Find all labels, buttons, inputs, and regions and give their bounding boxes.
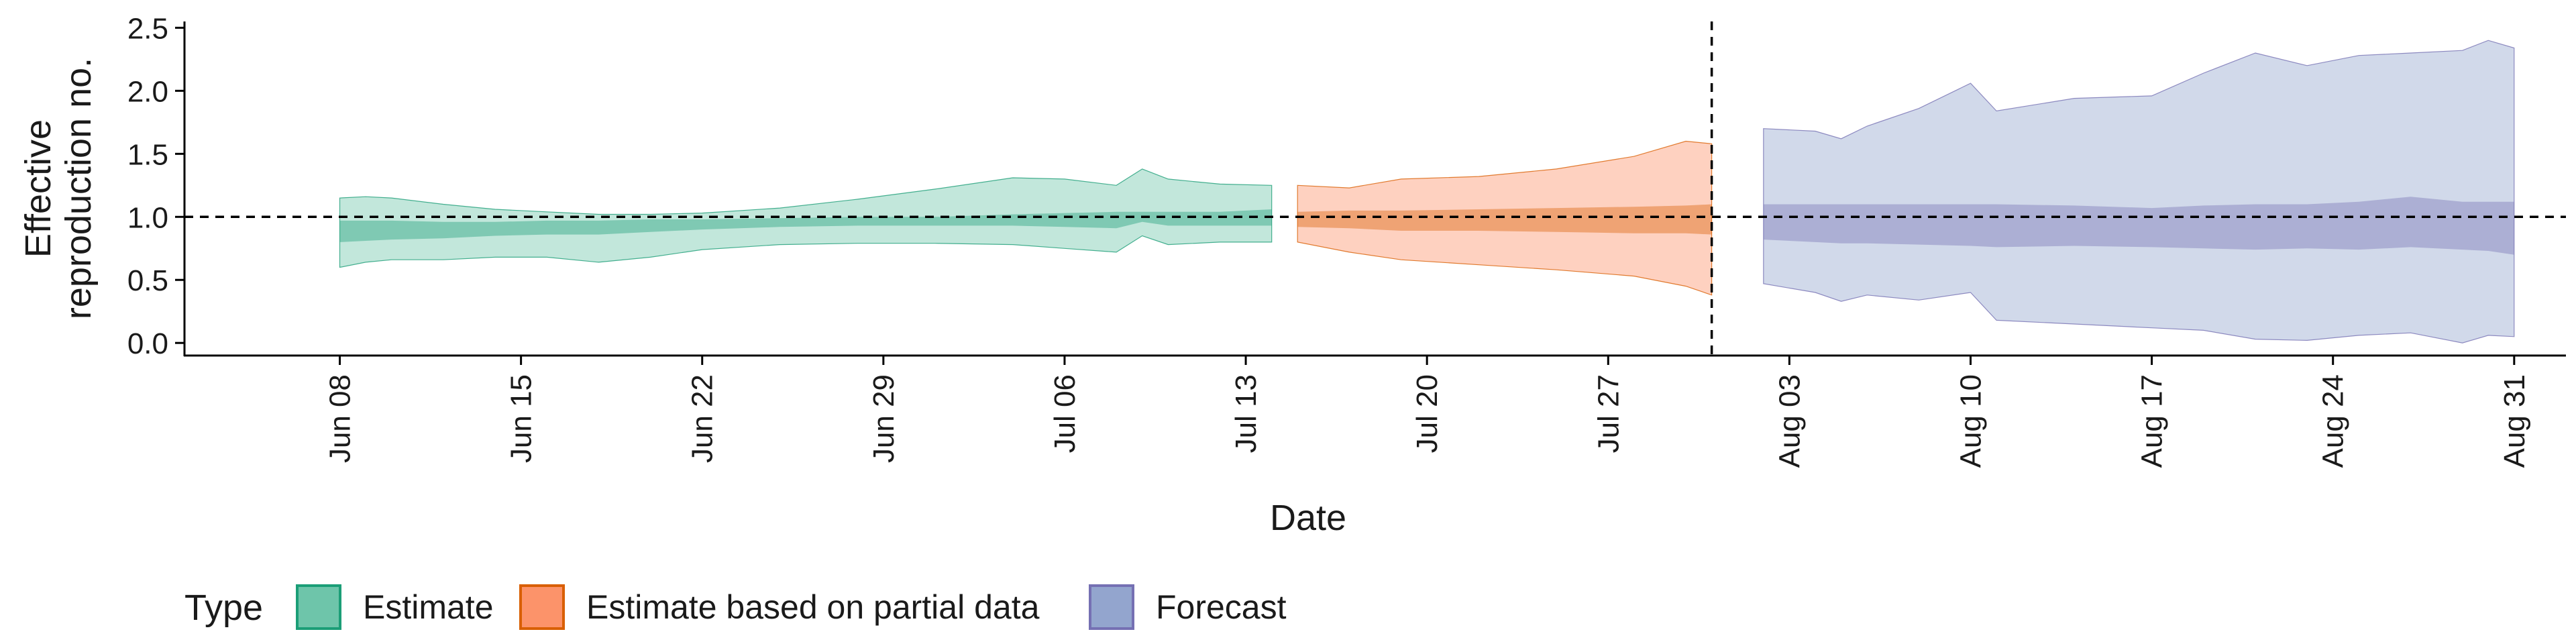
x-tick-label: Jun 15 [505,374,538,463]
y-axis-title: Effectivereproduction no. [18,58,99,319]
ribbon-50-forecast [1763,197,2514,255]
x-tick-label: Aug 24 [2317,374,2350,468]
ribbon-90-estimate [339,168,1273,268]
ribbon-90-estimate-based-on-partial-data [1297,140,1713,296]
x-tick-label: Jul 06 [1049,374,1081,453]
x-tick-label: Jun 08 [324,374,357,463]
legend-swatch-estimate-based-on-partial-data [519,584,565,630]
legend-swatch-forecast [1089,584,1134,630]
y-tick-label: 2.5 [127,12,168,45]
x-tick-label: Aug 10 [1955,374,1988,468]
legend-label-forecast: Forecast [1156,588,1287,626]
reference-lines [184,21,2566,356]
y-tick-label: 1.0 [127,201,168,234]
legend-title: Type [184,588,263,628]
legend-label-estimate: Estimate [363,588,494,626]
x-tick-label: Aug 03 [1773,374,1806,468]
x-tick-label: Aug 31 [2498,374,2531,468]
legend-label-estimate-based-on-partial-data: Estimate based on partial data [586,588,1040,626]
x-tick-label: Aug 17 [2136,374,2169,468]
x-axis-title: Date [1270,498,1346,538]
y-tick-label: 0.5 [127,264,168,297]
legend: Type Estimate Estimate based on partial da… [184,584,1287,630]
x-tick-label: Jun 22 [686,374,719,463]
x-tick-label: Jul 20 [1411,374,1444,453]
y-tick-label: 2.0 [127,75,168,108]
legend-swatch-estimate [296,584,341,630]
ribbon-90-forecast [1763,40,2515,343]
ribbon-layer [339,40,2515,343]
x-tick-label: Jul 27 [1592,374,1625,453]
x-tick-label: Jun 29 [867,374,900,463]
axes-layer: 0.0 0.5 1.0 1.5 2.0 2.5 Jun 08 Jun 15 Jun 22 Jun … [18,12,2566,538]
x-tick-label: Jul 13 [1230,374,1263,453]
ribbon-50-estimate-based-on-partial-data [1297,204,1712,235]
y-tick-label: 0.0 [127,327,168,360]
y-tick-label: 1.5 [127,138,168,171]
